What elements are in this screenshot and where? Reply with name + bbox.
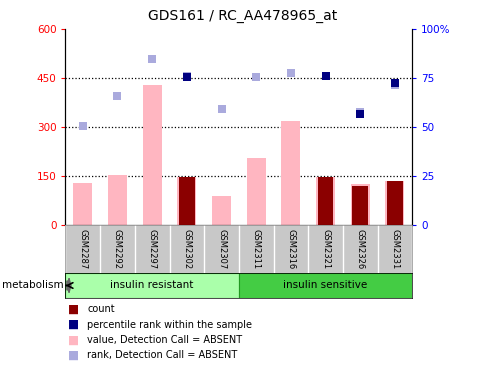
Bar	[212, 196, 230, 225]
Text: GSM2302: GSM2302	[182, 229, 191, 269]
Bar	[179, 177, 194, 225]
Bar	[317, 177, 333, 225]
Text: GSM2331: GSM2331	[390, 229, 399, 269]
Text: GSM2321: GSM2321	[320, 229, 330, 269]
Text: count: count	[87, 304, 115, 314]
Text: GSM2292: GSM2292	[113, 229, 122, 269]
Text: GSM2297: GSM2297	[147, 229, 156, 269]
Bar	[350, 184, 369, 225]
Text: ■: ■	[68, 318, 79, 331]
Text: ■: ■	[68, 303, 79, 316]
Text: GDS161 / RC_AA478965_at: GDS161 / RC_AA478965_at	[148, 9, 336, 23]
Text: insulin sensitive: insulin sensitive	[283, 280, 367, 291]
Text: insulin resistant: insulin resistant	[110, 280, 194, 291]
Text: GSM2287: GSM2287	[78, 229, 87, 269]
Text: GSM2307: GSM2307	[216, 229, 226, 269]
Bar	[142, 85, 161, 225]
Bar	[281, 121, 300, 225]
Bar	[73, 183, 92, 225]
Bar	[385, 181, 404, 225]
Bar	[239, 273, 411, 298]
FancyArrow shape	[67, 279, 71, 292]
Bar	[65, 273, 239, 298]
Text: GSM2326: GSM2326	[355, 229, 364, 269]
Bar	[108, 175, 127, 225]
Bar	[246, 158, 265, 225]
Text: rank, Detection Call = ABSENT: rank, Detection Call = ABSENT	[87, 350, 237, 361]
Text: metabolism: metabolism	[2, 280, 64, 290]
Text: GSM2316: GSM2316	[286, 229, 295, 269]
Bar	[316, 177, 334, 225]
Text: ■: ■	[68, 333, 79, 347]
Bar	[386, 181, 402, 225]
Text: value, Detection Call = ABSENT: value, Detection Call = ABSENT	[87, 335, 242, 345]
Text: percentile rank within the sample: percentile rank within the sample	[87, 320, 252, 330]
Bar	[177, 177, 196, 225]
Text: ■: ■	[68, 349, 79, 362]
Text: GSM2311: GSM2311	[251, 229, 260, 269]
Bar	[352, 186, 367, 225]
